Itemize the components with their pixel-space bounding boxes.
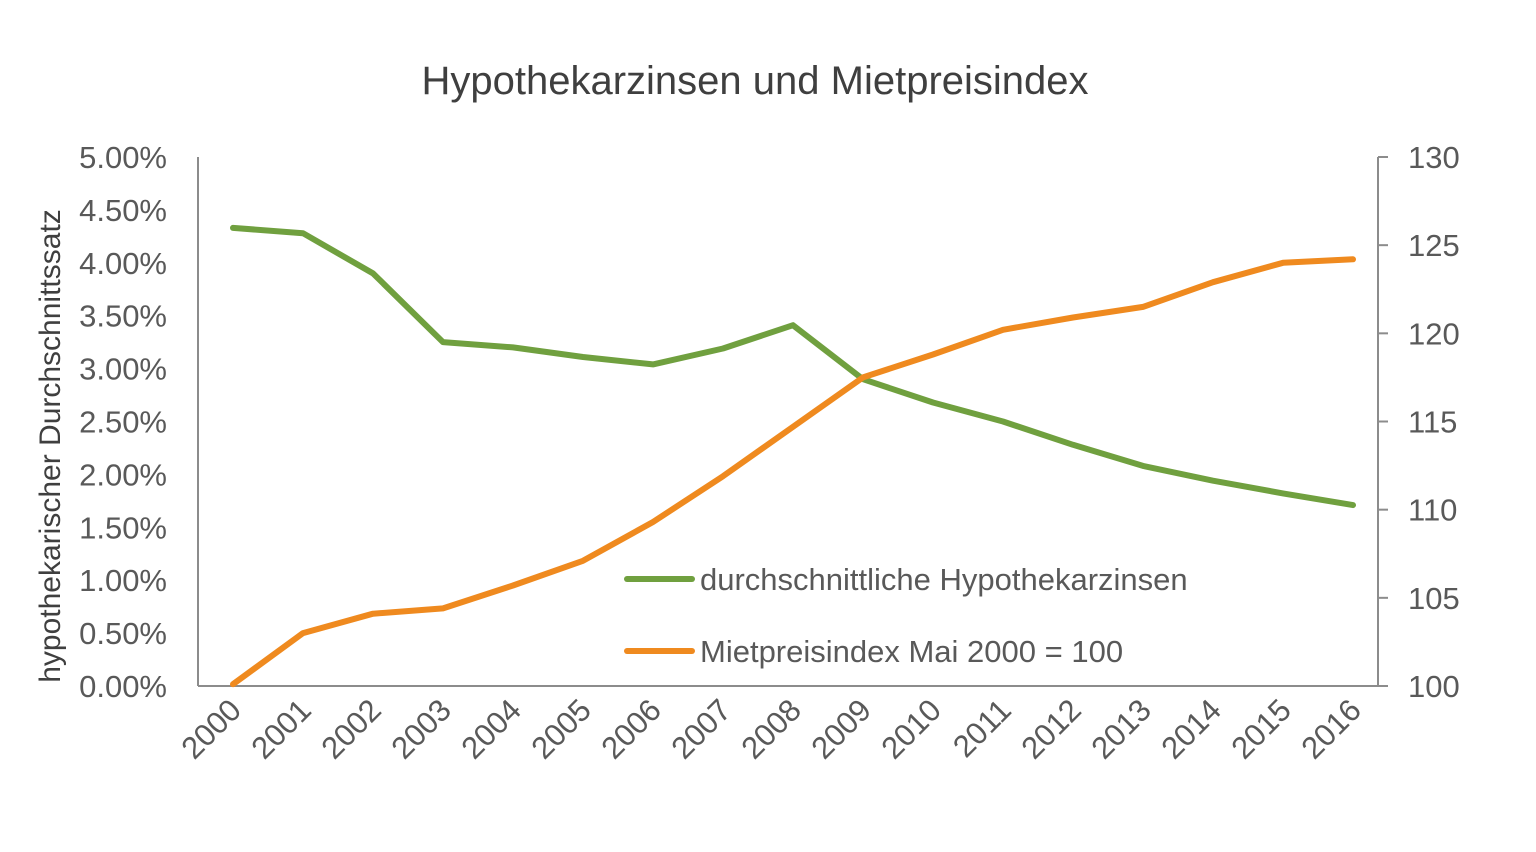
right-y-tick-label: 130 <box>1408 140 1460 175</box>
chart-title: Hypothekarzinsen und Mietpreisindex <box>421 59 1088 103</box>
left-y-tick-label: 4.00% <box>79 246 167 281</box>
left-y-tick-label: 1.00% <box>79 563 167 598</box>
right-y-tick-labels: 100 105 110 115 120 125 130 <box>1378 140 1460 704</box>
left-y-tick-label: 3.00% <box>79 352 167 387</box>
x-tick-labels: 2000200120022003200420052006200720082009… <box>174 692 1368 766</box>
x-tick-label: 2007 <box>664 692 738 766</box>
x-tick-label: 2001 <box>244 692 318 766</box>
x-tick-label: 2000 <box>174 692 248 766</box>
series-line-2 <box>230 256 1356 688</box>
x-tick-label: 2002 <box>314 692 388 766</box>
right-y-tick-label: 110 <box>1408 493 1457 528</box>
x-tick-label: 2014 <box>1154 692 1228 766</box>
left-y-tick-label: 0.50% <box>79 616 167 651</box>
right-y-tick-label: 105 <box>1408 581 1460 616</box>
x-tick-label: 2015 <box>1224 692 1298 766</box>
x-tick-label: 2008 <box>734 692 808 766</box>
legend: durchschnittliche Hypothekarzinsen Mietpr… <box>624 562 1188 669</box>
x-tick-label: 2003 <box>384 692 458 766</box>
right-y-tick-label: 125 <box>1408 228 1460 263</box>
left-y-tick-label: 2.50% <box>79 405 167 440</box>
x-tick-label: 2016 <box>1294 692 1368 766</box>
left-y-tick-label: 5.00% <box>79 140 167 175</box>
left-y-tick-label: 3.50% <box>79 299 167 334</box>
x-tick-label: 2010 <box>874 692 948 766</box>
left-y-tick-label: 0.00% <box>79 669 167 704</box>
x-tick-label: 2011 <box>946 692 1018 764</box>
x-tick-label: 2004 <box>454 692 528 766</box>
x-tick-label: 2006 <box>594 692 668 766</box>
left-y-tick-labels: 0.00% 0.50% 1.00% 1.50% 2.00% 2.50% 3.00% 3.50%… <box>79 140 167 704</box>
y-axis-label: hypothekarischer Durchschnittssatz <box>34 209 67 683</box>
left-y-tick-label: 2.00% <box>79 457 167 492</box>
right-y-tick-label: 120 <box>1408 316 1460 351</box>
x-tick-label: 2009 <box>804 692 878 766</box>
right-y-tick-label: 115 <box>1408 405 1457 440</box>
x-tick-label: 2012 <box>1014 692 1088 766</box>
legend-label: durchschnittliche Hypothekarzinsen <box>700 562 1188 597</box>
left-y-tick-label: 4.50% <box>79 193 167 228</box>
left-y-tick-label: 1.50% <box>79 510 167 545</box>
series-line-1 <box>230 224 1356 509</box>
x-tick-label: 2005 <box>524 692 598 766</box>
legend-label: Mietpreisindex Mai 2000 = 100 <box>700 634 1123 669</box>
right-y-tick-label: 100 <box>1408 669 1460 704</box>
series-lines <box>230 224 1356 688</box>
x-tick-label: 2013 <box>1084 692 1158 766</box>
